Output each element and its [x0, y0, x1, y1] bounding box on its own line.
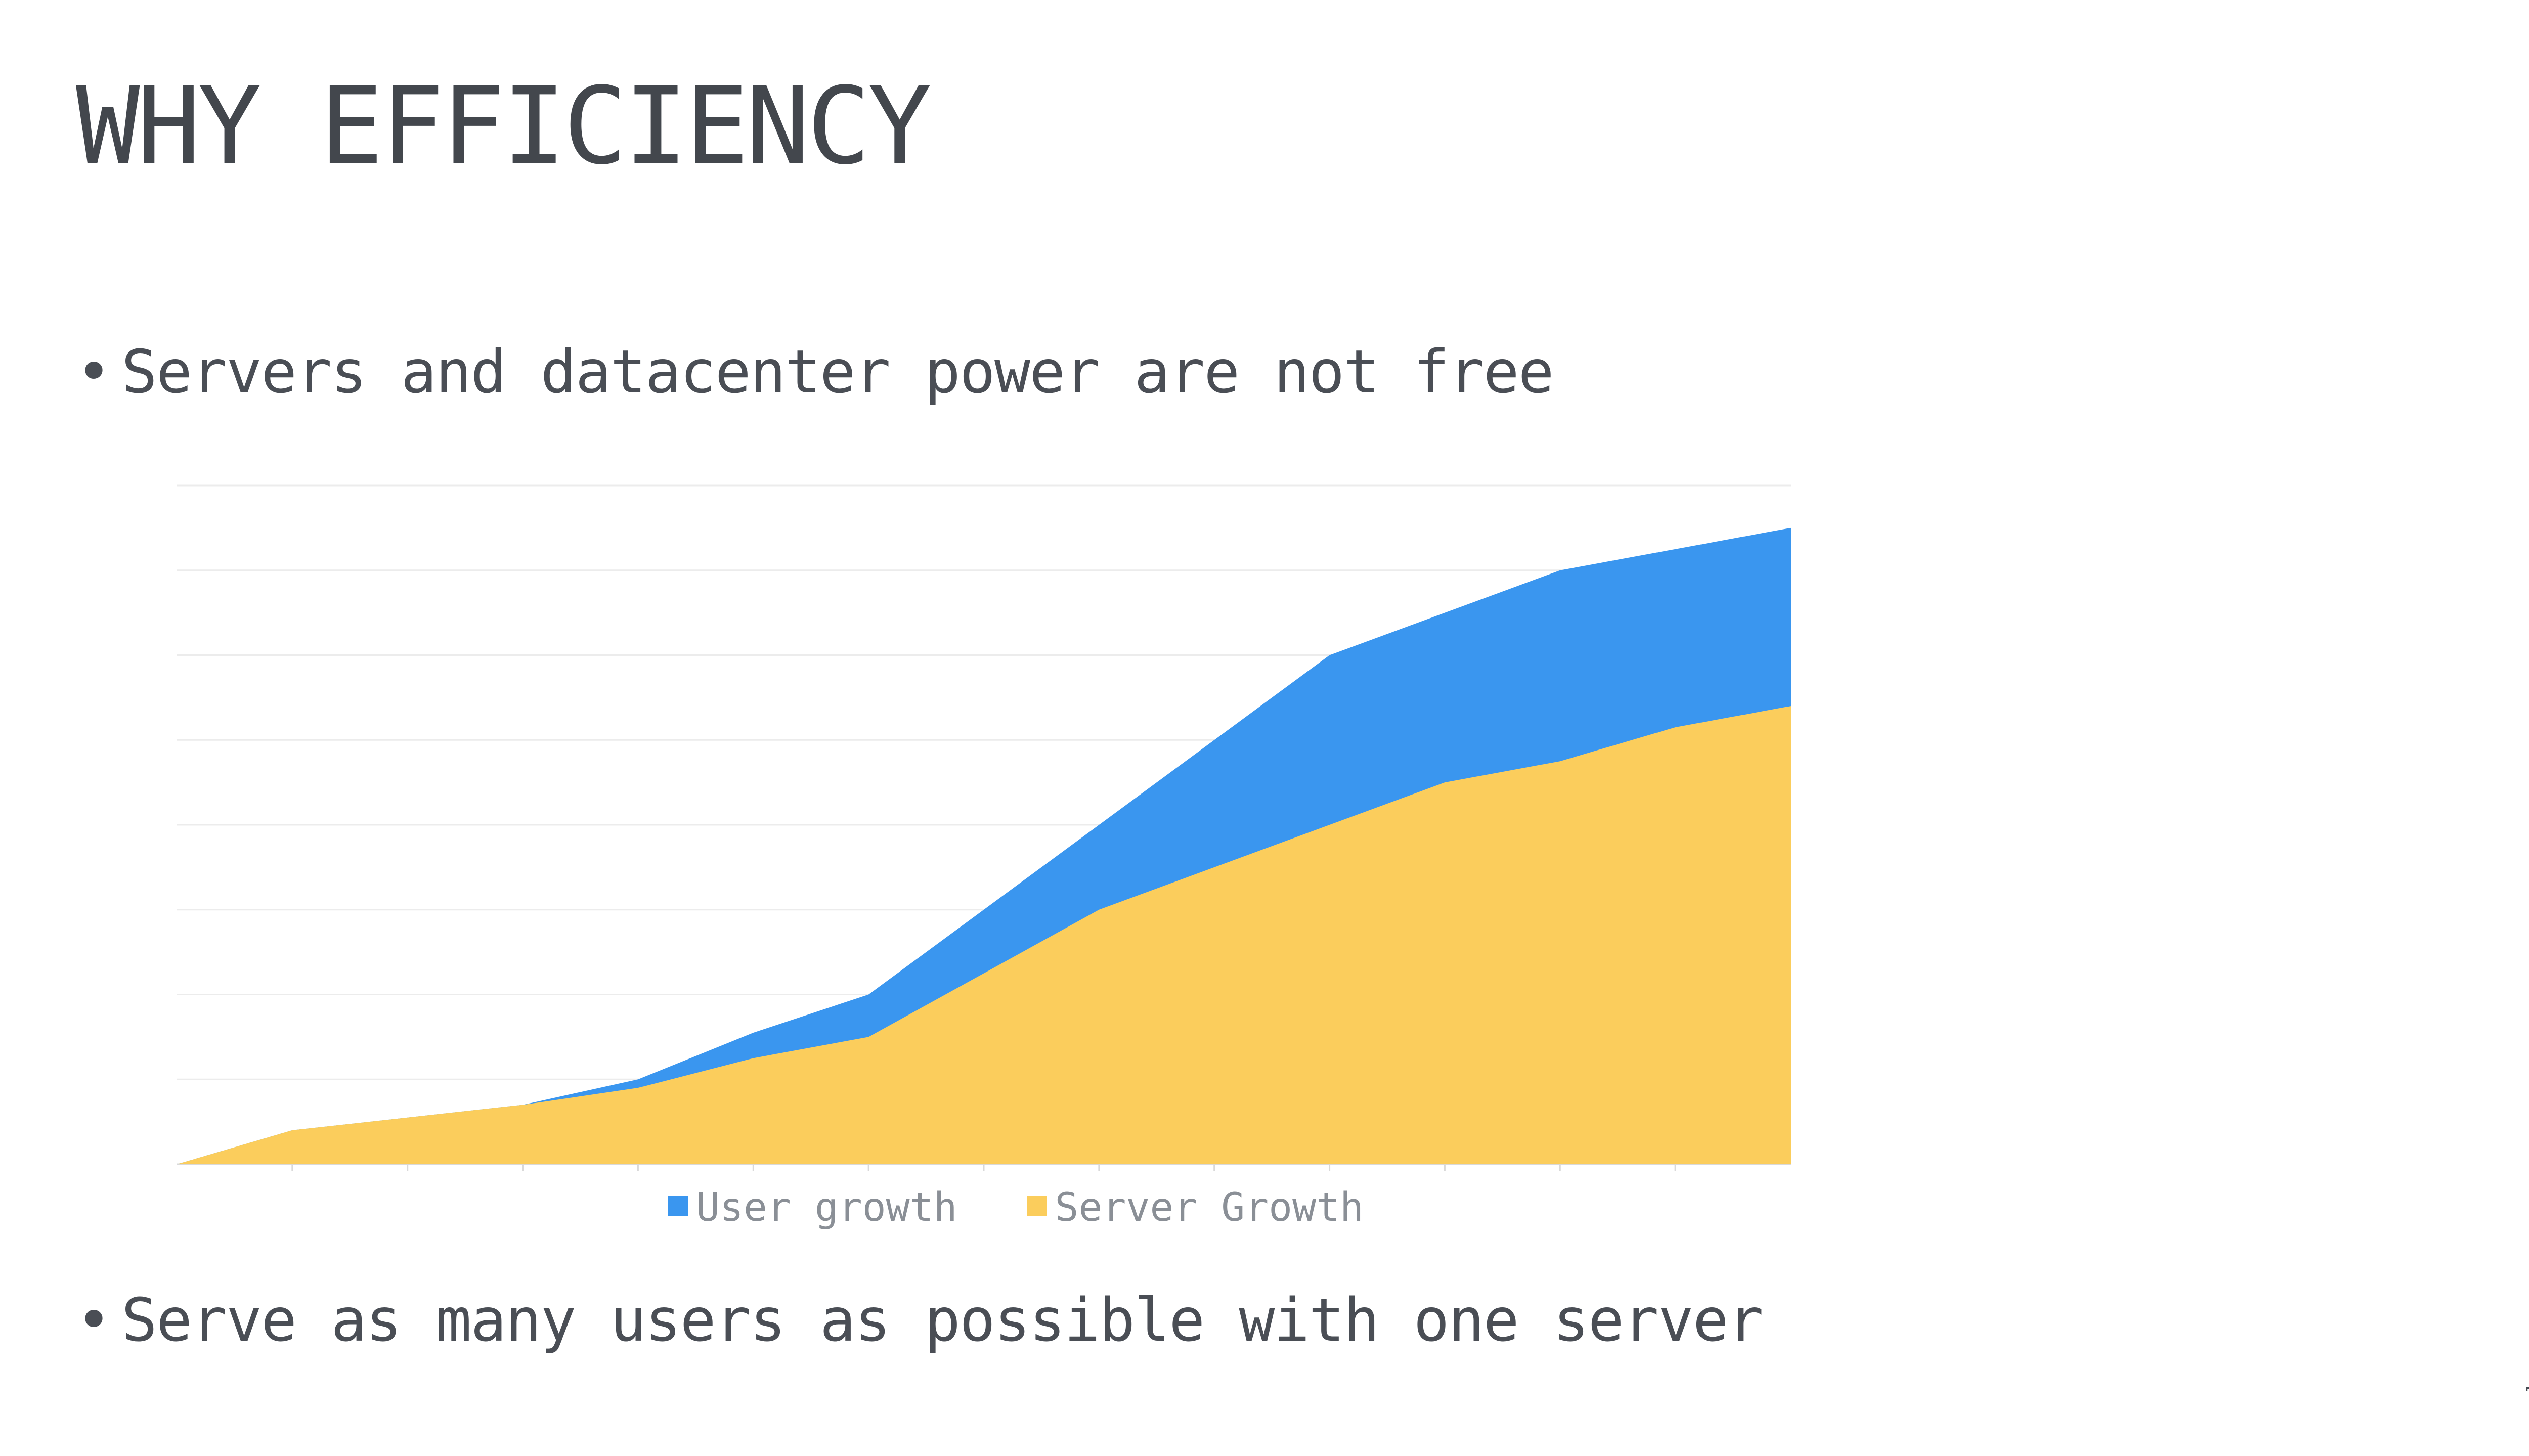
legend-label: User growth [696, 1185, 957, 1230]
bullet-point: • Serve as many users as possible with on… [76, 1285, 1764, 1355]
bullet-glyph: • [76, 1285, 112, 1355]
legend-label: Server Growth [1055, 1185, 1364, 1230]
legend-swatch [1026, 1196, 1047, 1216]
bullet-point: • Servers and datacenter power are not fr… [76, 336, 1554, 407]
legend-item-server-growth: Server Growth [1026, 1183, 1364, 1232]
legend-swatch [668, 1196, 688, 1216]
bullet-text: Servers and datacenter power are not fre… [121, 337, 1554, 407]
chart-x-ticks [291, 1164, 1676, 1171]
legend-item-user-growth: User growth [668, 1183, 957, 1232]
bullet-text: Serve as many users as possible with one… [121, 1285, 1764, 1355]
slide-title: WHY EFFICIENCY [76, 64, 932, 188]
page-number: 7 [2524, 1383, 2529, 1409]
chart-areas [177, 527, 1791, 1164]
chart-legend: User growth Server Growth [668, 1183, 1409, 1232]
bullet-glyph: • [76, 337, 112, 407]
area-series-server-growth [177, 706, 1791, 1164]
